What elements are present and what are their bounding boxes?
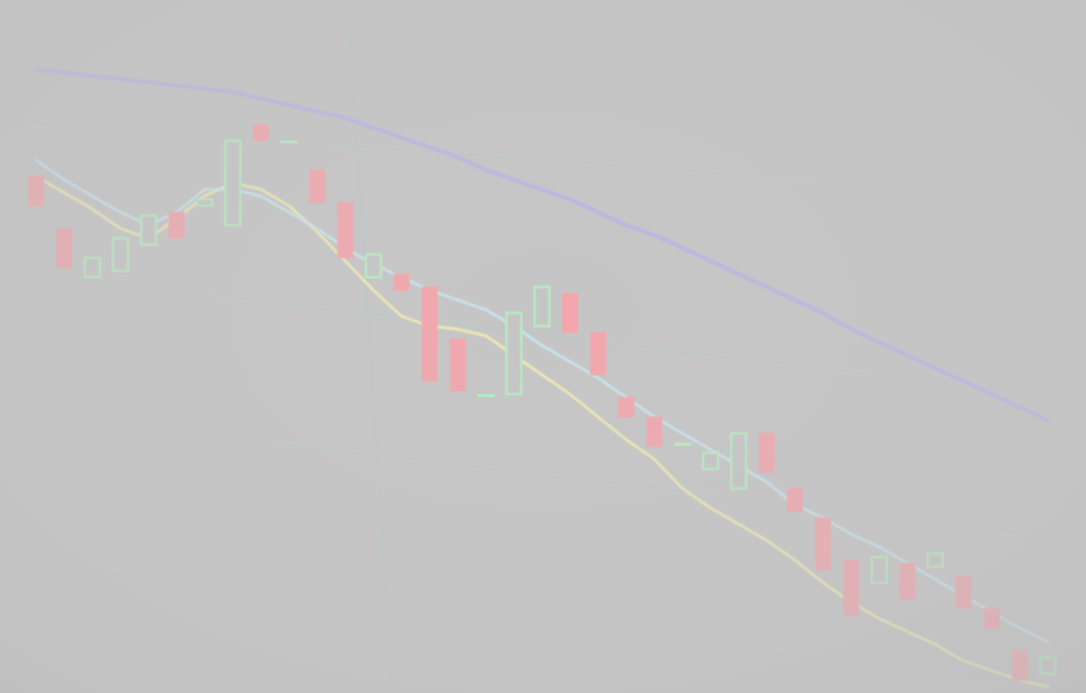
candlestick-chart <box>0 0 1086 693</box>
chart-canvas <box>0 0 1086 693</box>
vignette-overlay <box>0 0 1086 693</box>
